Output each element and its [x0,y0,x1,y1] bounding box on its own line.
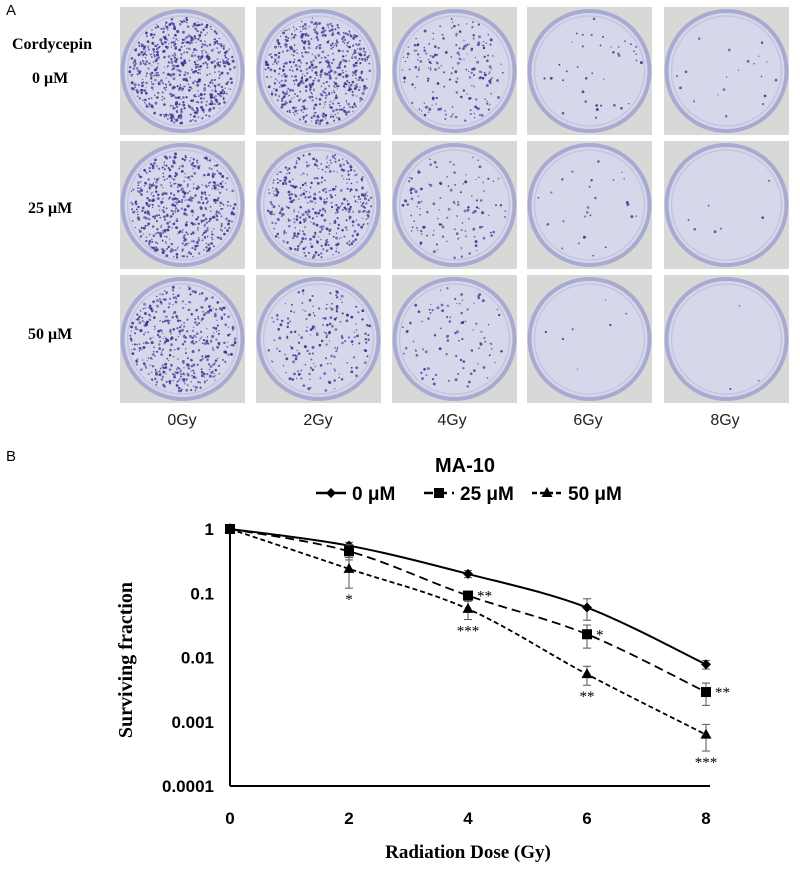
significance-label: ** [715,685,730,701]
data-point [582,602,592,613]
x-tick-label: 2 [344,809,353,828]
legend-label-1: 0 μM [352,484,395,505]
data-point [701,687,711,698]
colony-plate-r3-c5 [664,275,789,403]
colony-plate-r3-c2 [256,275,381,403]
colony-plate-r3-c3 [392,275,517,403]
y-tick-label: 1 [205,520,214,539]
colony-plate-r2-c5 [664,141,789,269]
row-label-25uM: 25 μM [28,200,73,217]
y-tick-labels: 1 0.1 0.01 0.001 0.0001 [162,520,214,796]
legend-marker-2 [434,488,444,498]
data-point [463,568,473,579]
legend-marker-1 [326,488,336,498]
x-axis-label: Radiation Dose (Gy) [385,842,551,863]
y-tick-label: 0.1 [190,584,214,603]
x-tick-label: 4 [463,809,473,828]
series-2: ***** [225,524,730,706]
column-label-6gy: 6Gy [573,412,603,429]
row-label-50uM: 50 μM [28,326,73,343]
data-point [343,562,355,573]
y-tick-label: 0.001 [171,713,214,732]
significance-label: *** [695,755,718,771]
significance-label: * [345,592,353,608]
legend-label-2: 25 μM [460,484,514,505]
y-tick-label: 0.01 [181,649,214,668]
chart-title: MA-10 [435,455,495,477]
x-tick-label: 0 [225,809,234,828]
colony-plate-r1-c2 [256,7,381,135]
legend-marker-3 [541,487,553,497]
colony-plate-r2-c4 [527,141,652,269]
data-point [224,523,236,533]
legend-label-3: 50 μM [568,484,622,505]
data-point [701,659,711,670]
series-layer: ************** [224,523,730,771]
data-point [462,602,474,613]
colony-plate-r2-c1 [120,141,245,269]
data-point [582,629,592,640]
x-tick-label: 8 [701,809,710,828]
colony-plate-r1-c3 [392,7,517,135]
significance-label: ** [477,589,492,605]
colony-plate-r2-c2 [256,141,381,269]
y-tick-label: 0.0001 [162,777,214,796]
data-point [463,590,473,601]
colony-plate-r1-c1 [120,7,245,135]
panel-b-label: B [6,448,17,465]
survival-chart: MA-10 0 μM 25 μM 50 μM 1 0.1 0.01 0.001 0.0001… [115,455,730,863]
colony-plate-r3-c4 [527,275,652,403]
data-point [581,668,593,679]
series-3: ********* [224,523,718,771]
column-label-8gy: 8Gy [710,412,740,429]
treatment-label: Cordycepin [12,36,92,53]
panel-a-label: A [6,2,17,19]
y-axis-label: Surviving fraction [115,582,137,738]
colony-plate-r3-c1 [120,275,245,403]
significance-label: *** [457,624,480,640]
x-tick-labels: 0 2 4 6 8 [225,809,710,828]
data-point [344,546,354,557]
colony-plate-r2-c3 [392,141,517,269]
column-label-0gy: 0Gy [167,412,197,429]
row-label-0uM: 0 μM [32,70,69,87]
data-point [700,728,712,739]
column-label-2gy: 2Gy [303,412,333,429]
legend: 0 μM 25 μM 50 μM [316,484,622,505]
significance-label: ** [580,689,595,705]
column-label-4gy: 4Gy [437,412,467,429]
x-tick-label: 6 [582,809,591,828]
colony-plate-r1-c4 [527,7,652,135]
significance-label: * [596,627,604,643]
colony-plate-r1-c5 [664,7,789,135]
